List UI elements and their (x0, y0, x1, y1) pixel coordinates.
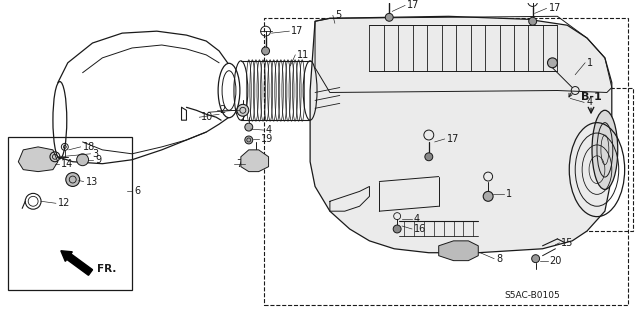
Polygon shape (241, 150, 269, 172)
Text: 7: 7 (236, 159, 242, 169)
Text: 11: 11 (297, 50, 310, 60)
Ellipse shape (218, 63, 240, 118)
Text: FR.: FR. (97, 263, 117, 274)
Circle shape (393, 225, 401, 233)
Text: 16: 16 (414, 224, 426, 234)
Text: 10: 10 (202, 112, 214, 122)
Circle shape (245, 136, 253, 144)
Text: 4: 4 (266, 125, 272, 135)
Circle shape (547, 58, 557, 68)
Bar (264, 18, 628, 305)
Polygon shape (19, 147, 58, 172)
Ellipse shape (592, 110, 618, 189)
Bar (565, 87, 632, 231)
Text: 17: 17 (407, 0, 419, 11)
Circle shape (245, 123, 253, 131)
Circle shape (483, 191, 493, 201)
Text: 1: 1 (506, 189, 512, 199)
Text: 4: 4 (414, 214, 420, 224)
Text: 14: 14 (61, 159, 73, 169)
Circle shape (66, 173, 79, 186)
Circle shape (262, 47, 269, 55)
Text: 5: 5 (335, 10, 341, 20)
Polygon shape (310, 16, 612, 253)
Text: 17: 17 (548, 4, 561, 13)
FancyArrow shape (61, 251, 93, 275)
Text: 18: 18 (83, 142, 95, 152)
Circle shape (237, 104, 249, 116)
Text: 17: 17 (291, 26, 304, 36)
Text: 20: 20 (550, 256, 562, 266)
Text: 17: 17 (447, 134, 459, 144)
Bar (8, 137, 132, 290)
Text: 12: 12 (58, 198, 70, 208)
Text: 13: 13 (86, 176, 98, 187)
Text: 19: 19 (260, 134, 273, 144)
Text: 1: 1 (587, 58, 593, 68)
Text: 9: 9 (95, 155, 102, 165)
Text: 2: 2 (219, 105, 225, 115)
Text: 6: 6 (134, 186, 140, 197)
Circle shape (529, 17, 536, 25)
Circle shape (425, 153, 433, 161)
Text: 8: 8 (496, 254, 502, 264)
Polygon shape (438, 241, 478, 261)
Text: 15: 15 (561, 238, 573, 248)
Text: S5AC-B0105: S5AC-B0105 (505, 291, 561, 300)
Circle shape (77, 154, 88, 166)
Circle shape (385, 13, 393, 21)
Text: 3: 3 (93, 149, 99, 159)
Text: B-1: B-1 (580, 93, 602, 102)
Text: 4: 4 (586, 97, 592, 108)
Circle shape (532, 255, 540, 263)
